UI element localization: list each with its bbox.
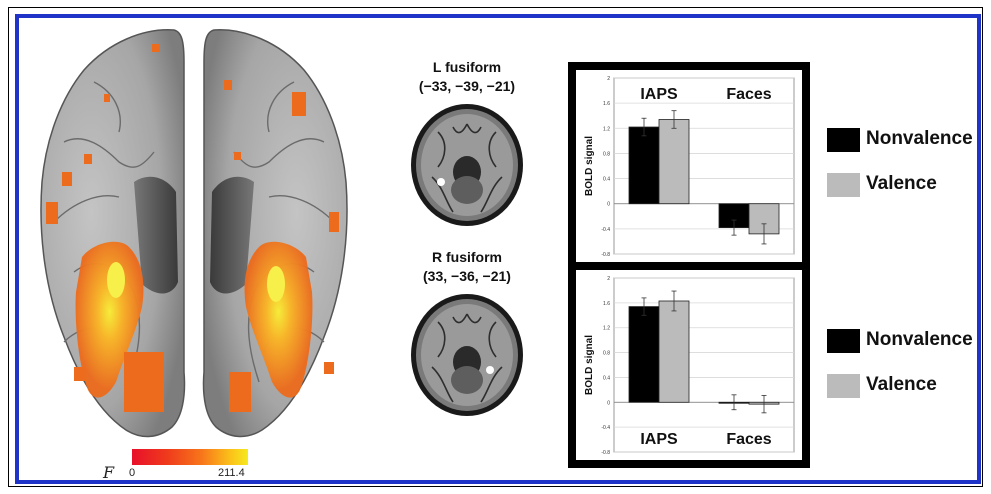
mri-slice-left-fusiform <box>411 104 523 226</box>
legend-swatch-valence <box>827 173 860 197</box>
slice-title-right: R fusiform (33, −36, −21) <box>377 248 557 286</box>
left-hemisphere <box>40 29 186 438</box>
category-label: IAPS <box>640 431 678 448</box>
y-tick-label: 2 <box>607 276 610 282</box>
figure-blue-border <box>15 14 981 484</box>
category-label: Faces <box>726 86 771 103</box>
figure-outer-border <box>8 7 983 487</box>
legend-label-valence: Valence <box>866 173 937 194</box>
category-label: Faces <box>726 431 771 448</box>
y-tick-label: 1.6 <box>603 101 610 107</box>
colorbar-min-label: 0 <box>129 467 136 479</box>
y-axis-label: BOLD signal <box>584 335 595 395</box>
y-tick-label: -0.8 <box>601 450 610 456</box>
y-tick-label: 1.2 <box>603 326 610 332</box>
slice-title-left-coords: (−33, −39, −21) <box>418 78 516 94</box>
y-tick-label: 0.4 <box>603 177 610 183</box>
y-tick-label: 0.4 <box>603 375 610 381</box>
legend-label-nonvalence: Nonvalence <box>866 329 973 350</box>
bar-chart-bottom-panel: 2 1.6 1.2 0.8 0.4 0 -0.4 -0.8 BOLD signal IAPS Fac… <box>576 270 802 460</box>
y-axis-label: BOLD signal <box>584 136 595 196</box>
right-hemisphere <box>202 29 348 438</box>
bar-nonvalence-iaps <box>628 306 660 403</box>
roi-marker-right <box>486 366 494 374</box>
legend-swatch-nonvalence <box>827 329 860 353</box>
y-tick-label: 1.6 <box>603 301 610 307</box>
bar-chart-bottom: 2 1.6 1.2 0.8 0.4 0 -0.4 -0.8 BOLD signal IAPS Fac… <box>584 276 795 456</box>
bar-valence-iaps <box>658 300 690 403</box>
activation-clusters <box>46 44 339 412</box>
bar-nonvalence-iaps <box>628 126 660 205</box>
legend-label-nonvalence: Nonvalence <box>866 128 973 149</box>
y-tick-label: 0 <box>607 400 610 406</box>
colorbar-max-label: 211.4 <box>218 467 245 479</box>
y-tick-label: 0 <box>607 202 610 208</box>
brain-ventral-surface <box>40 29 348 438</box>
legend-swatch-valence <box>827 374 860 398</box>
mri-slice-right-fusiform <box>411 294 523 416</box>
roi-marker-left <box>437 178 445 186</box>
y-tick-label: -0.8 <box>601 252 610 258</box>
bar-chart-top-panel: 2 1.6 1.2 0.8 0.4 0 -0.4 -0.8 BOLD signal IAPS Fac… <box>576 70 802 262</box>
y-tick-label: 2 <box>607 76 610 82</box>
legend-swatch-nonvalence <box>827 128 860 152</box>
slice-title-right-coords: (33, −36, −21) <box>423 268 511 284</box>
bar-charts-frame: 2 1.6 1.2 0.8 0.4 0 -0.4 -0.8 BOLD signal IAPS Fac… <box>568 62 810 468</box>
colorbar-symbol: F <box>103 463 115 482</box>
colorbar <box>132 449 248 465</box>
category-label: IAPS <box>640 86 678 103</box>
slice-title-left-name: L fusiform <box>432 59 502 75</box>
bar-valence-iaps <box>658 119 690 205</box>
y-tick-label: -0.4 <box>601 425 610 431</box>
y-tick-label: 1.2 <box>603 126 610 132</box>
y-tick-label: 0.8 <box>603 351 610 357</box>
slice-title-left: L fusiform (−33, −39, −21) <box>377 58 557 96</box>
bar-chart-top: 2 1.6 1.2 0.8 0.4 0 -0.4 -0.8 BOLD signal IAPS Fac… <box>584 76 795 258</box>
y-tick-label: 0.8 <box>603 151 610 157</box>
legend-label-valence: Valence <box>866 374 937 395</box>
slice-title-right-name: R fusiform <box>432 249 502 265</box>
y-tick-label: -0.4 <box>601 227 610 233</box>
